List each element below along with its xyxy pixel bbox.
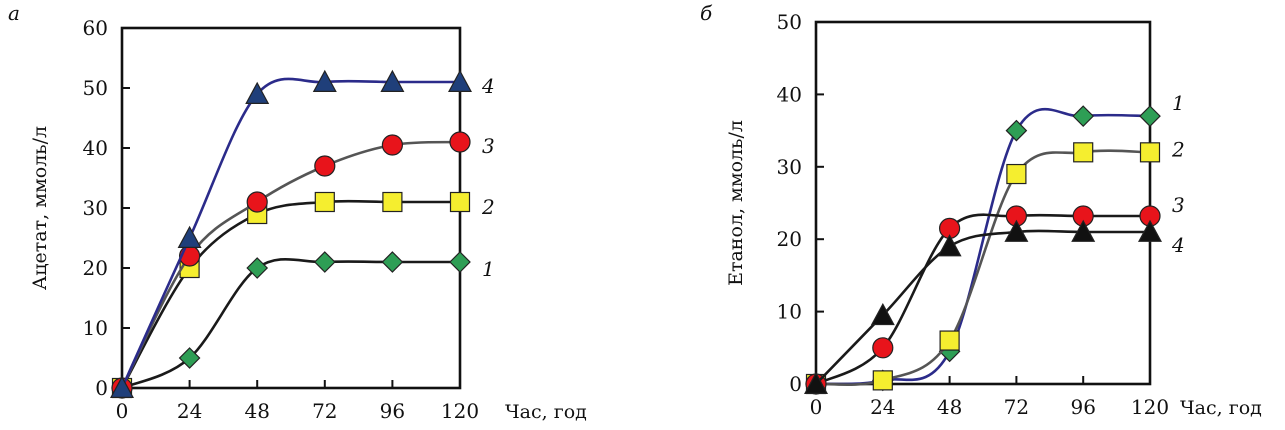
series-label: 3 [482, 134, 495, 158]
series-3: 3 [111, 131, 495, 399]
data-point [872, 370, 893, 391]
y-tick-label: 10 [83, 316, 108, 340]
series-label: 1 [1172, 91, 1185, 115]
data-point [314, 155, 336, 177]
data-point [312, 69, 337, 92]
series-label: 4 [1171, 233, 1185, 257]
data-point [1005, 119, 1028, 142]
data-point [1006, 163, 1027, 185]
data-point [870, 302, 895, 326]
x-tick-label: 24 [177, 399, 202, 423]
series-line [120, 199, 460, 389]
data-point [449, 191, 471, 213]
y-axis-title: Етанол, ммоль/л [725, 120, 747, 286]
data-point [1137, 219, 1163, 242]
x-tick-label: 120 [1131, 395, 1169, 419]
data-point [177, 225, 202, 248]
y-tick-label: 40 [83, 136, 108, 160]
series-line [121, 257, 460, 390]
data-point [1139, 105, 1161, 127]
x-tick-label: 0 [810, 395, 823, 419]
series-line [120, 140, 461, 389]
series-label: 4 [481, 74, 495, 98]
data-point [1072, 105, 1095, 127]
series-line [120, 77, 460, 389]
data-point [939, 330, 960, 351]
series-4: 4 [803, 219, 1185, 394]
data-point [313, 251, 336, 273]
x-tick-label: 120 [441, 399, 479, 423]
x-tick-label: 48 [244, 399, 269, 423]
data-point [381, 251, 404, 273]
y-tick-label: 40 [777, 82, 802, 106]
data-point [1004, 219, 1029, 242]
y-axis-title: Ацетат, ммоль/л [29, 126, 51, 290]
series-label: 3 [1172, 193, 1185, 217]
y-tick-label: 60 [83, 16, 108, 40]
series-line [815, 149, 1151, 386]
series-4: 4 [109, 69, 495, 398]
y-tick-label: 10 [777, 300, 802, 324]
data-point [381, 134, 403, 156]
x-tick-label: 24 [870, 395, 895, 419]
y-tick-label: 50 [777, 10, 802, 34]
plot-frame [814, 20, 1152, 386]
y-tick-label: 30 [83, 196, 108, 220]
x-tick-label: 0 [116, 399, 129, 423]
y-tick-label: 30 [777, 155, 802, 179]
data-point [449, 131, 471, 153]
data-point [380, 69, 405, 92]
series-1: 1 [111, 251, 495, 399]
data-point [314, 191, 335, 213]
data-point [449, 251, 471, 273]
series-2: 2 [805, 137, 1185, 395]
data-point [1139, 142, 1161, 163]
data-point [1071, 219, 1096, 242]
data-point [246, 191, 268, 213]
data-point [382, 191, 403, 213]
y-tick-label: 0 [789, 372, 802, 396]
data-point [178, 347, 201, 369]
y-tick-label: 0 [95, 376, 108, 400]
data-point [246, 257, 269, 279]
x-axis-title: Час, год [1180, 397, 1262, 419]
x-tick-label: 96 [380, 399, 405, 423]
y-tick-label: 20 [83, 256, 108, 280]
x-axis-title: Час, год [505, 401, 587, 423]
x-tick-label: 48 [937, 395, 962, 419]
x-tick-label: 72 [312, 399, 337, 423]
series-1: 1 [805, 91, 1185, 395]
series-2: 2 [111, 191, 495, 399]
series-label: 2 [1171, 137, 1185, 161]
data-point [1073, 142, 1094, 163]
data-point [109, 375, 135, 398]
y-tick-label: 50 [83, 76, 108, 100]
data-point [937, 234, 962, 257]
data-point [803, 371, 829, 394]
data-point [872, 337, 894, 359]
series-label: 1 [482, 257, 495, 281]
data-point [447, 69, 473, 92]
data-point [245, 81, 270, 104]
y-tick-label: 20 [777, 227, 802, 251]
series-label: 2 [481, 195, 495, 219]
x-tick-label: 96 [1070, 395, 1095, 419]
panel-letter: б [700, 1, 713, 25]
x-tick-label: 72 [1004, 395, 1029, 419]
panel-letter: а [8, 1, 20, 25]
